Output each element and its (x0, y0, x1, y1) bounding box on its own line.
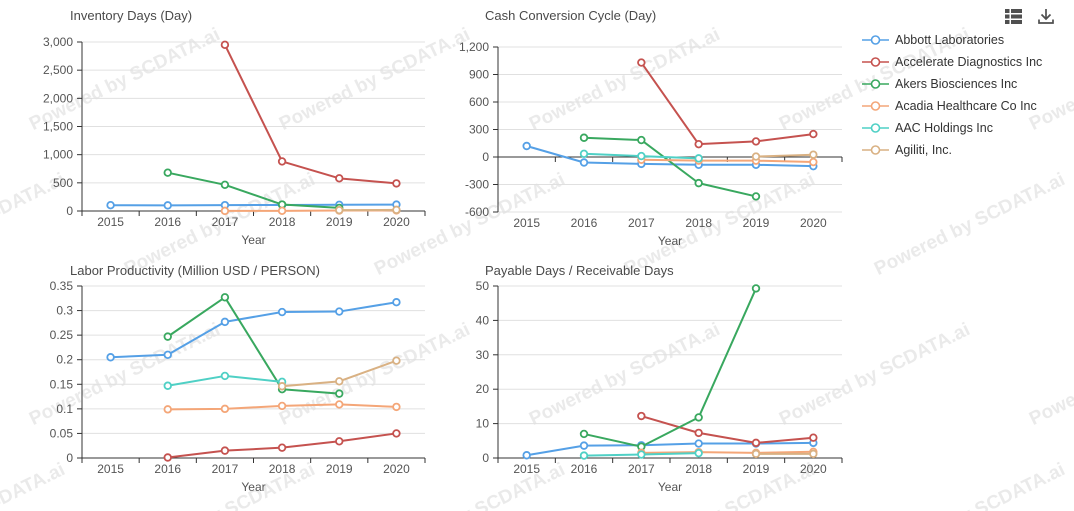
chart-inventory-days: Inventory Days (Day) 0 500 1,000 1,500 2,000 2… (0, 0, 450, 255)
svg-text:2018: 2018 (269, 462, 296, 476)
watermark-text: Powered by SCDATA.ai (871, 459, 1069, 511)
svg-text:50: 50 (476, 279, 490, 293)
svg-text:2019: 2019 (326, 462, 353, 476)
watermark-text: Powered by SCDATA.ai (1026, 319, 1074, 430)
svg-text:1,200: 1,200 (459, 40, 489, 54)
download-icon[interactable] (1034, 4, 1058, 29)
legend-item-agiliti-inc[interactable]: Agiliti, Inc. (862, 139, 1042, 161)
svg-text:2017: 2017 (212, 215, 239, 229)
svg-text:2018: 2018 (269, 215, 296, 229)
toolbar (1002, 4, 1058, 29)
svg-text:Year: Year (241, 480, 265, 494)
svg-text:0: 0 (66, 204, 73, 218)
chart-payable-receivable-days: Payable Days / Receivable Days 0 10 20 30 40 5… (450, 255, 860, 511)
svg-text:0.1: 0.1 (56, 402, 73, 416)
svg-text:2,500: 2,500 (43, 63, 73, 77)
svg-text:2016: 2016 (571, 216, 598, 230)
svg-text:30: 30 (476, 348, 490, 362)
chart-title: Inventory Days (Day) (70, 8, 193, 23)
svg-text:2019: 2019 (743, 216, 770, 230)
chart-title: Labor Productivity (Million USD / PERSON… (70, 263, 320, 278)
svg-text:2017: 2017 (628, 216, 655, 230)
svg-text:-300: -300 (465, 178, 489, 192)
svg-text:0: 0 (66, 451, 73, 465)
svg-text:20: 20 (476, 382, 490, 396)
svg-text:2019: 2019 (743, 462, 770, 476)
legend-item-acadia-healthcare-co-inc[interactable]: Acadia Healthcare Co Inc (862, 95, 1042, 117)
svg-text:Year: Year (658, 480, 682, 494)
svg-text:2,000: 2,000 (43, 91, 73, 105)
legend: Abbott Laboratories Accelerate Diagnostic… (862, 29, 1042, 161)
svg-text:0.25: 0.25 (50, 328, 74, 342)
legend-item-akers-biosciences-inc[interactable]: Akers Biosciences Inc (862, 73, 1042, 95)
legend-line-marker-icon (862, 79, 889, 89)
svg-text:2015: 2015 (97, 215, 124, 229)
svg-text:Year: Year (241, 233, 265, 247)
legend-label: Akers Biosciences Inc (895, 77, 1018, 91)
chart-title: Payable Days / Receivable Days (485, 263, 674, 278)
chart-cash-conversion-cycle: Cash Conversion Cycle (Day) -600 -300 0 300 6… (450, 0, 860, 255)
svg-text:10: 10 (476, 417, 490, 431)
legend-line-marker-icon (862, 35, 889, 45)
svg-text:-600: -600 (465, 205, 489, 219)
svg-text:1,500: 1,500 (43, 120, 73, 134)
svg-text:0.2: 0.2 (56, 353, 73, 367)
svg-text:0.05: 0.05 (50, 426, 74, 440)
svg-text:2016: 2016 (571, 462, 598, 476)
svg-text:0: 0 (482, 451, 489, 465)
svg-text:600: 600 (469, 95, 489, 109)
svg-text:2017: 2017 (212, 462, 239, 476)
svg-text:1,000: 1,000 (43, 148, 73, 162)
svg-text:2015: 2015 (97, 462, 124, 476)
chart-title: Cash Conversion Cycle (Day) (485, 8, 657, 23)
svg-text:900: 900 (469, 68, 489, 82)
svg-text:0: 0 (482, 150, 489, 164)
svg-text:2017: 2017 (628, 462, 655, 476)
svg-text:300: 300 (469, 123, 489, 137)
svg-text:0.15: 0.15 (50, 377, 74, 391)
svg-text:2016: 2016 (154, 215, 181, 229)
svg-text:Year: Year (658, 234, 682, 248)
legend-label: Acadia Healthcare Co Inc (895, 99, 1037, 113)
svg-text:2015: 2015 (513, 462, 540, 476)
svg-text:3,000: 3,000 (43, 35, 73, 49)
svg-text:2015: 2015 (513, 216, 540, 230)
legend-line-marker-icon (862, 145, 889, 155)
svg-text:2020: 2020 (383, 462, 410, 476)
legend-item-abbott-laboratories[interactable]: Abbott Laboratories (862, 29, 1042, 51)
data-table-icon[interactable] (1002, 4, 1025, 29)
svg-text:0.35: 0.35 (50, 279, 74, 293)
legend-label: Agiliti, Inc. (895, 143, 952, 157)
svg-text:2020: 2020 (800, 216, 827, 230)
svg-text:2019: 2019 (326, 215, 353, 229)
legend-label: Abbott Laboratories (895, 33, 1005, 47)
labor-productivity-plot[interactable]: 0 0.05 0.1 0.15 0.2 0.25 0.3 0.35 2015 2016 2017 20… (0, 255, 450, 511)
charts-grid: Inventory Days (Day) 0 500 1,000 1,500 2,000 2… (0, 0, 860, 511)
legend-label: AAC Holdings Inc (895, 121, 993, 135)
svg-text:500: 500 (53, 176, 73, 190)
legend-line-marker-icon (862, 101, 889, 111)
svg-text:2018: 2018 (685, 216, 712, 230)
legend-label: Accelerate Diagnostics Inc (895, 55, 1043, 69)
svg-text:2020: 2020 (800, 462, 827, 476)
svg-text:40: 40 (476, 313, 490, 327)
payable-receivable-days-plot[interactable]: 0 10 20 30 40 50 2015 2016 2017 2018 2019 2020 Year (450, 255, 860, 511)
svg-text:2018: 2018 (685, 462, 712, 476)
svg-text:2016: 2016 (154, 462, 181, 476)
svg-text:0.3: 0.3 (56, 304, 73, 318)
svg-text:2020: 2020 (383, 215, 410, 229)
legend-line-marker-icon (862, 123, 889, 133)
watermark-text: Powered by SCDATA.ai (871, 169, 1069, 280)
legend-line-marker-icon (862, 57, 889, 67)
cash-conversion-cycle-plot[interactable]: -600 -300 0 300 600 900 1,200 2015 2016 2017 2018 2… (450, 0, 860, 255)
legend-item-aac-holdings-inc[interactable]: AAC Holdings Inc (862, 117, 1042, 139)
legend-item-accelerate-diagnostics-inc[interactable]: Accelerate Diagnostics Inc (862, 51, 1042, 73)
chart-labor-productivity: Labor Productivity (Million USD / PERSON… (0, 255, 450, 511)
inventory-days-plot[interactable]: 0 500 1,000 1,500 2,000 2,500 3,000 2015 2016 201… (0, 0, 450, 255)
